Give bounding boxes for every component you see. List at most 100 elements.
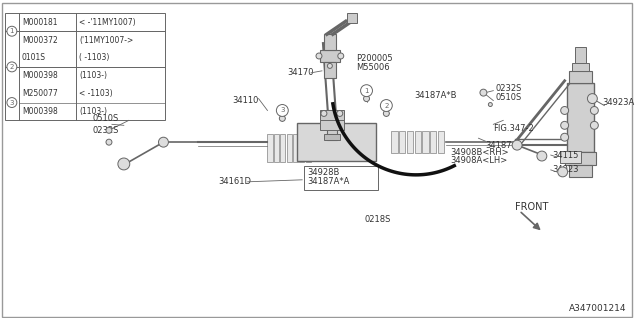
Circle shape xyxy=(7,98,17,108)
Text: M000398: M000398 xyxy=(22,71,58,80)
Text: 34187: 34187 xyxy=(485,141,512,150)
Bar xyxy=(274,134,279,162)
Text: 0510S: 0510S xyxy=(92,114,118,123)
Text: 34170: 34170 xyxy=(287,68,314,77)
Bar xyxy=(407,131,413,153)
Bar xyxy=(280,134,285,162)
Text: 34923: 34923 xyxy=(553,165,579,174)
Circle shape xyxy=(106,127,112,133)
Text: 0510S: 0510S xyxy=(495,93,522,102)
Circle shape xyxy=(7,26,17,36)
Circle shape xyxy=(316,53,322,59)
Circle shape xyxy=(364,96,369,101)
Bar xyxy=(287,134,292,162)
Text: M55006: M55006 xyxy=(356,63,390,72)
Bar xyxy=(564,152,596,165)
Bar xyxy=(5,13,165,120)
Bar xyxy=(300,134,305,162)
Text: 34923A: 34923A xyxy=(602,98,634,107)
Circle shape xyxy=(279,116,285,121)
Bar xyxy=(297,123,376,161)
Text: 34187A*A: 34187A*A xyxy=(307,177,349,186)
Text: 0232S: 0232S xyxy=(495,84,522,93)
Circle shape xyxy=(480,89,487,96)
Bar xyxy=(268,134,273,162)
Bar xyxy=(324,62,336,78)
Circle shape xyxy=(337,110,343,116)
Text: P200005: P200005 xyxy=(356,54,393,63)
Bar xyxy=(399,131,405,153)
Text: 0232S: 0232S xyxy=(92,126,118,135)
Text: 1: 1 xyxy=(10,28,14,34)
Text: 34110: 34110 xyxy=(233,96,259,105)
Circle shape xyxy=(591,121,598,129)
Circle shape xyxy=(118,158,130,170)
Circle shape xyxy=(561,121,568,129)
Text: 3: 3 xyxy=(280,108,285,114)
Text: 1: 1 xyxy=(364,88,369,94)
Bar xyxy=(415,131,421,153)
Circle shape xyxy=(328,63,332,68)
Text: M000372: M000372 xyxy=(22,36,58,44)
Bar xyxy=(324,34,336,50)
Text: M250077: M250077 xyxy=(22,89,58,98)
Text: 3: 3 xyxy=(10,100,14,106)
Bar xyxy=(422,131,429,153)
Bar xyxy=(320,120,344,130)
Text: 2: 2 xyxy=(384,102,388,108)
Bar xyxy=(575,47,586,63)
Circle shape xyxy=(561,107,568,115)
Bar xyxy=(391,131,397,153)
Circle shape xyxy=(383,110,389,116)
Text: 34928B: 34928B xyxy=(307,168,339,177)
Text: 34161D: 34161D xyxy=(218,177,251,186)
Text: ( -1103): ( -1103) xyxy=(79,53,109,62)
Bar xyxy=(572,63,589,71)
Bar xyxy=(560,151,582,163)
Bar xyxy=(293,134,298,162)
Bar xyxy=(327,110,337,140)
Bar xyxy=(568,71,593,83)
Text: 34908A<LH>: 34908A<LH> xyxy=(451,156,508,165)
Bar xyxy=(304,166,378,190)
Bar xyxy=(324,134,340,140)
Circle shape xyxy=(561,133,568,141)
Text: < -1103): < -1103) xyxy=(79,89,113,98)
Text: 0101S: 0101S xyxy=(22,53,46,62)
Text: FRONT: FRONT xyxy=(515,202,548,212)
Bar xyxy=(430,131,436,153)
Circle shape xyxy=(537,151,547,161)
Bar xyxy=(320,110,344,120)
Bar xyxy=(568,165,593,177)
Circle shape xyxy=(591,107,598,115)
Circle shape xyxy=(512,140,522,150)
Circle shape xyxy=(321,110,327,116)
Bar xyxy=(320,50,340,62)
Text: (1103-): (1103-) xyxy=(79,71,108,80)
Text: A347001214: A347001214 xyxy=(568,304,626,313)
Text: 0218S: 0218S xyxy=(365,215,391,224)
Bar xyxy=(566,83,595,152)
Text: 34908B<RH>: 34908B<RH> xyxy=(451,148,509,156)
Circle shape xyxy=(557,167,568,177)
Text: FIG.347-2: FIG.347-2 xyxy=(493,124,534,133)
Circle shape xyxy=(106,139,112,145)
Text: (1103-): (1103-) xyxy=(79,107,108,116)
Text: < -'11MY1007): < -'11MY1007) xyxy=(79,18,136,27)
Text: 2: 2 xyxy=(10,64,14,70)
Circle shape xyxy=(380,100,392,111)
Text: ('11MY1007->: ('11MY1007-> xyxy=(79,36,134,44)
Circle shape xyxy=(7,62,17,72)
Bar xyxy=(306,134,311,162)
Text: 34187A*B: 34187A*B xyxy=(414,91,456,100)
Circle shape xyxy=(338,53,344,59)
Text: 34115: 34115 xyxy=(553,150,579,160)
Circle shape xyxy=(276,105,288,116)
Circle shape xyxy=(159,137,168,147)
Text: M000181: M000181 xyxy=(22,18,58,27)
Circle shape xyxy=(588,94,597,104)
Bar xyxy=(438,131,444,153)
Circle shape xyxy=(488,102,492,107)
Text: M000398: M000398 xyxy=(22,107,58,116)
Circle shape xyxy=(360,85,372,97)
